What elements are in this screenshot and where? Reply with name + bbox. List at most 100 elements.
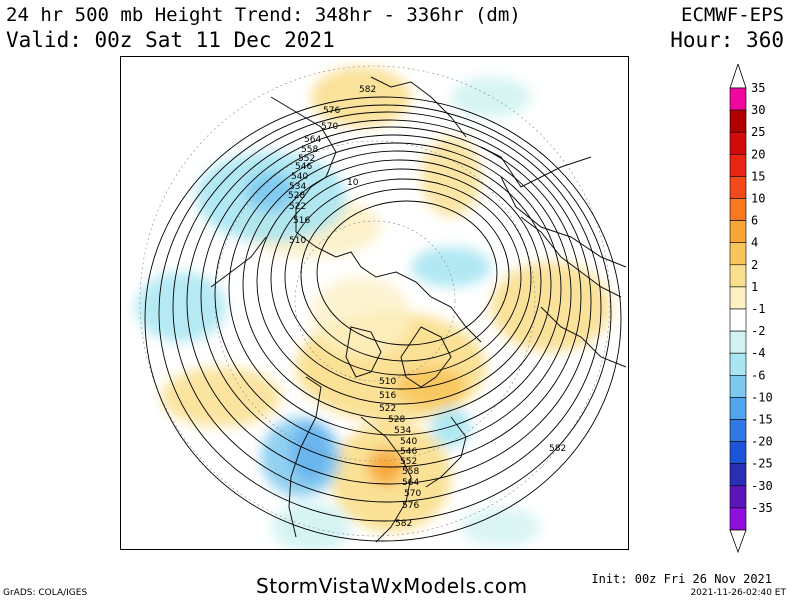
contour-label: 564	[402, 478, 419, 488]
coastline	[400, 326, 452, 388]
contour-546	[228, 142, 562, 436]
colorbar-label: 30	[751, 103, 765, 117]
coastline	[360, 416, 412, 543]
contour-528	[270, 168, 532, 390]
colorbar-label: 4	[751, 236, 758, 250]
init-time: Init: 00z Fri 26 Nov 2021	[591, 572, 772, 586]
positive-anomaly-area	[311, 277, 411, 357]
colorbar-label: 6	[751, 214, 758, 228]
coastline	[540, 306, 627, 368]
colorbar-label: 25	[751, 125, 765, 139]
grads-credit: GrADS: COLA/IGES	[3, 588, 88, 598]
colorbar-swatch	[729, 308, 747, 332]
height-contours	[144, 96, 622, 542]
colorbar-swatch	[729, 507, 747, 531]
valid-time: Valid: 00z Sat 11 Dec 2021	[6, 28, 335, 52]
contour-label: 582	[549, 444, 566, 454]
map-panel: 582 576 570 564 558 552 546 540 534 528 …	[120, 56, 629, 550]
colorbar-label: -25	[751, 457, 773, 471]
contour-534	[256, 159, 542, 405]
negative-anomaly-area	[411, 247, 491, 287]
colorbar-top-arrow	[729, 64, 747, 89]
colorbar-swatch	[729, 87, 747, 111]
contour-570	[172, 111, 602, 503]
colorbar-swatch	[729, 154, 747, 177]
colorbar-label: -30	[751, 479, 773, 493]
contour-558	[200, 126, 582, 468]
site-name: StormVistaWxModels.com	[256, 574, 528, 598]
contour-label: 528	[288, 191, 305, 201]
negative-anomaly-area	[431, 407, 471, 447]
colorbar-swatch	[729, 220, 747, 244]
contour-label: 570	[321, 122, 338, 132]
generated-timestamp: 2021-11-26-02:40 ET	[690, 588, 786, 598]
contour-582	[144, 96, 622, 542]
positive-anomaly-area	[396, 367, 466, 407]
colorbar-label: 20	[751, 147, 765, 161]
colorbar-label: -20	[751, 435, 773, 449]
contour-label: 570	[404, 489, 421, 499]
contour-label: 510	[379, 377, 396, 387]
contour-label: 540	[400, 437, 417, 447]
colorbar-swatch	[729, 198, 747, 221]
colorbar-label: -35	[751, 501, 773, 515]
contour-label: 558	[301, 145, 318, 155]
colorbar-swatch	[729, 352, 747, 376]
colorbar-swatch	[729, 286, 747, 310]
contour-label: 552	[298, 154, 315, 164]
latitude-circles	[139, 65, 611, 537]
contour-label: 582	[359, 85, 376, 95]
colorbar-swatch	[729, 109, 747, 133]
coastline	[210, 236, 267, 288]
coastline	[270, 96, 337, 258]
contour-label: 522	[289, 202, 306, 212]
map-title: 24 hr 500 mb Height Trend: 348hr - 336hr…	[6, 4, 521, 26]
contour-label: 576	[402, 501, 419, 511]
contour-label: 10	[347, 178, 359, 188]
colorbar-swatch	[729, 485, 747, 509]
contour-540	[242, 150, 552, 420]
contour-label: 516	[293, 216, 310, 226]
contour-564	[186, 119, 592, 485]
colorbar-label: 10	[751, 192, 765, 206]
colorbar-label: -6	[751, 368, 765, 382]
forecast-hour: Hour: 360	[670, 28, 784, 52]
contour-label: 522	[379, 404, 396, 414]
negative-anomaly-area	[451, 77, 531, 117]
polar-stereographic-map: 582 576 570 564 558 552 546 540 534 528 …	[136, 65, 627, 549]
colorbar-bottom-arrow	[729, 529, 747, 554]
contour-522	[284, 178, 522, 376]
colorbar-swatch	[729, 441, 747, 465]
contour-510	[316, 200, 498, 346]
model-name: ECMWF-EPS	[681, 4, 784, 26]
latitude-circle	[214, 140, 536, 462]
color-scale-legend: 35 30 25 20 15 10 6 4 2 1 -1 -2 -4 -6 -10 -15 -20 -25 -30 -…	[729, 64, 773, 554]
colorbar-label: -1	[751, 302, 765, 316]
contour-label: 564	[304, 135, 321, 145]
negative-anomaly-area	[136, 272, 226, 342]
contour-label: 576	[323, 106, 340, 116]
coastline	[370, 76, 467, 138]
colorbar-label: -15	[751, 413, 773, 427]
colorbar-swatch	[729, 330, 747, 354]
negative-anomaly-area	[291, 422, 331, 482]
contour-label: 558	[402, 467, 419, 477]
colorbar-swatch	[729, 374, 747, 398]
colorbar-swatch	[729, 242, 747, 266]
colorbar-label: 1	[751, 280, 758, 294]
colorbar-label: -2	[751, 324, 765, 338]
coastline	[500, 176, 627, 268]
latitude-circle	[294, 220, 456, 382]
contour-label: 534	[394, 426, 411, 436]
colorbar-swatch	[729, 397, 747, 420]
colorbar-label: -4	[751, 346, 765, 360]
contour-label: 528	[388, 415, 405, 425]
colorbar-swatch	[729, 419, 747, 442]
colorbar-label: 35	[751, 81, 765, 95]
latitude-circle	[139, 65, 611, 537]
coastline	[345, 326, 382, 378]
colorbar-swatch	[729, 176, 747, 199]
contour-516	[300, 188, 510, 362]
contour-label: 510	[289, 236, 306, 246]
contour-label: 540	[291, 172, 308, 182]
